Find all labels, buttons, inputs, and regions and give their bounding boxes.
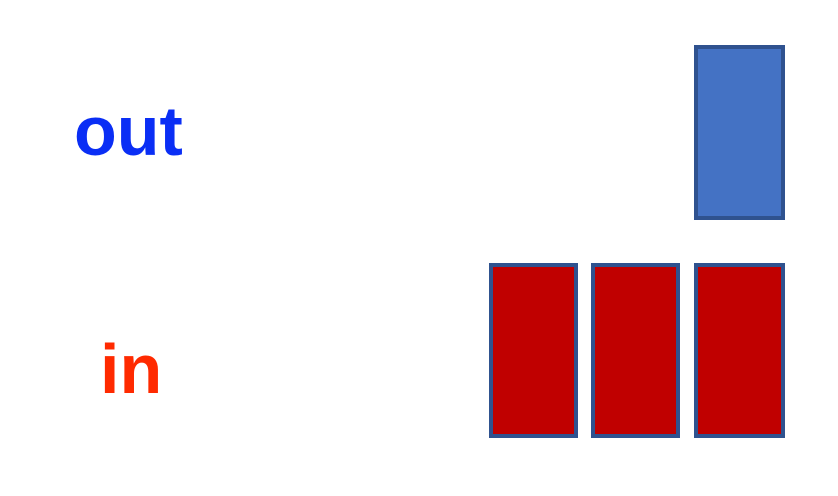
in-block-3 <box>694 263 785 438</box>
out-label: out <box>74 92 183 170</box>
out-block <box>694 45 785 220</box>
in-block-1 <box>489 263 578 438</box>
in-label: in <box>100 330 163 408</box>
in-block-2 <box>591 263 680 438</box>
